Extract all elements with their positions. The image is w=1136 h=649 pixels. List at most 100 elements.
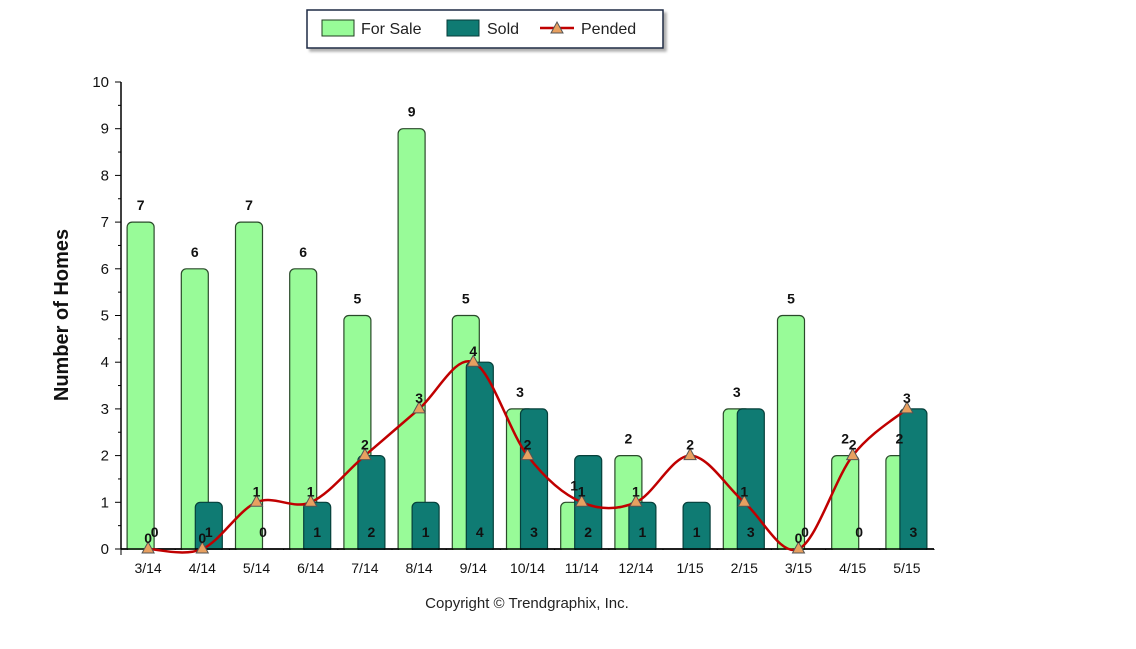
legend-label-pended: Pended: [581, 21, 636, 38]
label-pended: 0: [795, 530, 803, 546]
y-tick-label: 10: [92, 74, 109, 91]
label-sold: 0: [151, 524, 159, 540]
label-pended: 0: [144, 530, 152, 546]
label-sold: 1: [693, 524, 701, 540]
pended-marker: [737, 494, 752, 507]
label-sold: 3: [747, 524, 755, 540]
label-pended: 0: [198, 530, 206, 546]
label-for-sale: 2: [625, 431, 633, 447]
x-tick-label: 1/15: [676, 560, 703, 576]
legend-label-for-sale: For Sale: [361, 21, 422, 38]
label-pended: 1: [578, 483, 586, 499]
x-tick-label: 2/15: [731, 560, 758, 576]
x-tick-label: 7/14: [351, 560, 378, 576]
label-pended: 1: [740, 483, 748, 499]
legend-box: [306, 9, 664, 49]
legend-swatch-sold: [446, 19, 480, 37]
pended-marker: [358, 447, 372, 461]
x-tick-label: 5/14: [243, 560, 270, 576]
y-tick-label: 3: [101, 401, 109, 418]
y-tick-label: 6: [101, 261, 109, 278]
pended-marker: [629, 494, 643, 507]
bar-for-sale: [126, 221, 155, 554]
label-for-sale: 6: [299, 244, 307, 260]
x-tick-label: 11/14: [565, 560, 599, 576]
pended-marker: [249, 494, 264, 507]
label-pended: 1: [632, 483, 640, 499]
label-pended: 3: [415, 390, 423, 406]
y-tick-label: 1: [101, 494, 109, 511]
y-axis-title: Number of Homes: [51, 229, 73, 401]
label-for-sale: 5: [462, 291, 470, 307]
legend: For Sale Sold Pended: [306, 9, 664, 49]
x-tick-label: 5/15: [893, 560, 920, 576]
bar-for-sale: [397, 128, 426, 554]
bar-for-sale: [776, 314, 806, 554]
y-tick-label: 2: [101, 448, 109, 465]
x-tick-label: 4/15: [839, 560, 866, 576]
pended-marker: [303, 494, 318, 507]
pended-marker: [574, 494, 589, 507]
x-tick-label: 3/15: [785, 560, 812, 576]
label-for-sale: 6: [191, 244, 199, 260]
label-pended: 1: [253, 483, 261, 499]
x-tick-label: 4/14: [189, 560, 216, 576]
label-for-sale: 2: [896, 431, 904, 447]
label-for-sale: 7: [245, 197, 253, 213]
label-pended: 3: [903, 390, 911, 406]
x-tick-label: 6/14: [297, 560, 324, 576]
bar-base-mask: [122, 550, 935, 556]
x-tick-label: 9/14: [460, 560, 487, 576]
pended-line-layer: [141, 354, 914, 554]
label-sold: 4: [476, 524, 484, 540]
legend-swatch-for-sale: [321, 19, 355, 37]
label-for-sale: 5: [787, 291, 795, 307]
y-tick-label: 4: [101, 354, 109, 371]
label-pended: 2: [849, 437, 857, 453]
label-for-sale: 2: [841, 431, 849, 447]
pended-marker: [845, 447, 860, 461]
y-tick-label: 7: [101, 214, 109, 231]
data-labels: 7006107016115229135443321212111233150020…: [137, 104, 918, 546]
x-tick-label: 12/14: [618, 560, 653, 576]
label-sold: 1: [313, 524, 321, 540]
label-sold: 2: [368, 524, 376, 540]
label-sold: 3: [530, 524, 538, 540]
pended-marker: [520, 447, 535, 461]
label-sold: 3: [910, 524, 918, 540]
label-pended: 2: [524, 437, 532, 453]
label-pended: 2: [686, 437, 694, 453]
label-for-sale: 3: [733, 384, 741, 400]
label-sold: 0: [801, 524, 809, 540]
label-sold: 1: [639, 524, 647, 540]
copyright-footer: Copyright © Trendgraphix, Inc.: [425, 595, 629, 612]
x-tick-label: 3/14: [134, 560, 161, 576]
label-for-sale: 9: [408, 104, 416, 120]
pended-marker: [683, 447, 697, 461]
label-sold: 1: [205, 524, 213, 540]
pended-marker: [900, 400, 914, 414]
label-pended: 4: [469, 343, 477, 359]
y-tick-label: 0: [101, 541, 109, 558]
label-pended: 1: [307, 483, 315, 499]
bars: [121, 128, 935, 556]
legend-marker-pended: [550, 20, 564, 34]
label-for-sale: 1: [570, 477, 578, 493]
label-sold: 0: [855, 524, 863, 540]
legend-label-sold: Sold: [487, 21, 519, 38]
label-for-sale: 3: [516, 384, 524, 400]
label-sold: 0: [259, 524, 267, 540]
y-tick-label: 9: [101, 121, 109, 138]
pended-marker: [791, 540, 806, 554]
pended-marker: [412, 400, 426, 414]
label-sold: 1: [422, 524, 430, 540]
label-for-sale: 5: [354, 291, 362, 307]
y-tick-label: 8: [101, 167, 109, 184]
label-sold: 2: [584, 524, 592, 540]
pended-marker: [195, 540, 210, 554]
label-pended: 2: [361, 437, 369, 453]
pended-marker: [466, 354, 481, 367]
pended-marker: [141, 540, 155, 554]
